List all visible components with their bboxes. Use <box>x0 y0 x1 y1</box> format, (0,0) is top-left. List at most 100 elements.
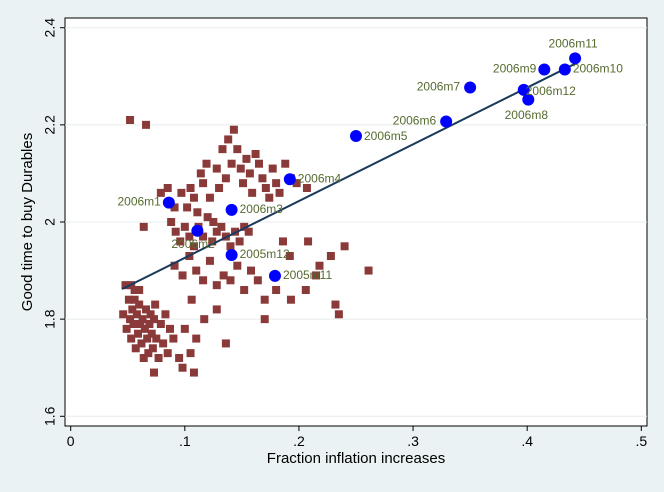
axes: 0 .1 .2 .3 .4 .5 1.6 1.8 2 2.2 2.4 <box>42 18 648 449</box>
circle-point-2006m6 <box>440 115 453 128</box>
square-point-20 <box>227 159 236 168</box>
square-point-55 <box>235 237 244 246</box>
square-point-123 <box>165 324 174 333</box>
square-point-5 <box>177 188 186 197</box>
square-point-71 <box>253 276 262 285</box>
square-point-47 <box>199 232 208 241</box>
square-point-9 <box>193 208 202 217</box>
y-tick-label-4: 2.4 <box>42 18 58 38</box>
circle-point-2006m12 <box>517 83 530 96</box>
square-point-48 <box>203 213 212 222</box>
square-point-83 <box>331 300 340 309</box>
square-point-70 <box>247 266 256 275</box>
square-point-10 <box>196 169 205 178</box>
square-point-94 <box>126 315 135 324</box>
square-point-66 <box>219 271 228 280</box>
square-point-29 <box>255 159 263 168</box>
square-point-59 <box>170 261 179 270</box>
square-point-126 <box>180 324 189 333</box>
square-point-2 <box>156 188 165 197</box>
square-point-40 <box>167 218 176 226</box>
square-point-0 <box>126 116 135 124</box>
square-point-21 <box>229 125 238 134</box>
square-point-57 <box>244 227 253 236</box>
square-point-97 <box>129 320 138 328</box>
circle-point-2006m10 <box>558 63 571 76</box>
square-point-18 <box>221 174 230 183</box>
square-point-8 <box>189 193 198 202</box>
y-tick-label-3: 2.2 <box>42 115 58 135</box>
square-point-91 <box>119 310 128 319</box>
point-label-2006m8: 2006m8 <box>505 108 549 122</box>
square-point-90 <box>221 339 230 348</box>
square-point-129 <box>150 368 159 377</box>
point-label-2006m9: 2006m9 <box>493 62 537 76</box>
circle-point-2005m12 <box>225 249 238 262</box>
square-points <box>119 116 373 377</box>
fit-line-group <box>121 62 577 290</box>
circle-point-2006m5 <box>350 130 362 143</box>
square-point-85 <box>260 315 269 324</box>
square-point-110 <box>144 349 153 358</box>
square-point-63 <box>199 276 208 285</box>
square-point-31 <box>261 184 270 192</box>
square-point-104 <box>137 339 146 348</box>
x-tick-label-0: 0 <box>67 433 75 449</box>
square-point-1 <box>142 120 151 129</box>
point-labels: 2006m11 2006m9 2006m10 2006m7 2006m12 2006m8 2… <box>117 36 623 282</box>
square-point-43 <box>180 222 189 231</box>
square-point-13 <box>205 193 214 202</box>
square-point-109 <box>143 334 152 343</box>
square-point-77 <box>326 252 335 260</box>
square-point-125 <box>175 354 184 362</box>
circle-point-2006m2 <box>191 224 204 237</box>
square-point-99 <box>131 344 140 353</box>
square-point-69 <box>240 286 249 294</box>
square-point-54 <box>231 227 240 236</box>
square-point-22 <box>233 145 242 154</box>
square-point-56 <box>240 222 249 231</box>
square-point-33 <box>268 164 277 173</box>
square-point-115 <box>150 315 159 324</box>
square-point-132 <box>121 281 130 290</box>
circle-point-2006m9 <box>538 63 551 76</box>
square-point-96 <box>128 305 137 314</box>
square-point-11 <box>199 179 208 188</box>
square-point-39 <box>302 184 311 192</box>
square-point-53 <box>226 242 235 251</box>
circle-points <box>162 52 582 282</box>
square-point-44 <box>185 232 194 241</box>
square-point-119 <box>156 320 165 328</box>
square-point-38 <box>292 179 301 188</box>
square-point-108 <box>142 305 151 314</box>
square-point-76 <box>315 261 324 270</box>
square-point-79 <box>364 266 373 275</box>
y-tick-label-0: 1.6 <box>42 406 58 426</box>
square-point-67 <box>226 276 235 285</box>
square-point-24 <box>239 179 248 188</box>
x-tick-label-3: .3 <box>407 433 419 449</box>
square-point-78 <box>340 242 349 251</box>
x-axis-title: Fraction inflation increases <box>267 450 445 467</box>
square-point-111 <box>145 320 154 328</box>
square-point-82 <box>312 271 321 280</box>
point-label-2006m4: 2006m4 <box>298 171 342 185</box>
square-point-121 <box>161 310 170 319</box>
square-point-27 <box>248 188 257 197</box>
point-label-2006m7: 2006m7 <box>417 80 461 94</box>
square-point-7 <box>186 184 195 192</box>
circle-point-2006m8 <box>522 93 535 106</box>
square-point-73 <box>278 237 287 246</box>
square-point-95 <box>127 334 136 343</box>
gridlines <box>65 27 647 417</box>
square-point-14 <box>209 218 218 226</box>
square-point-41 <box>171 227 180 236</box>
square-point-62 <box>192 266 201 275</box>
point-label-2006m11: 2006m11 <box>549 36 598 50</box>
square-point-81 <box>301 286 310 294</box>
x-tick-label-2: .2 <box>293 433 305 449</box>
point-label-2006m10: 2006m10 <box>573 62 623 76</box>
square-point-124 <box>169 334 178 343</box>
